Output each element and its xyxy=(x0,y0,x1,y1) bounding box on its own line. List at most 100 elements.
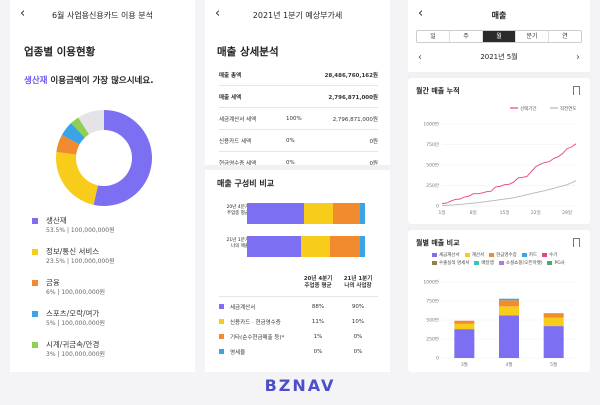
monthly-cumulative-card: 월간 매출 누적 선택기간 직전연도 0 250만 500만 750만 1000만 1일 8일 1… xyxy=(408,78,590,224)
bar-segment xyxy=(454,323,475,330)
legend-swatch xyxy=(32,280,38,286)
bar-segment xyxy=(499,300,519,307)
col-header: 21년 1분기 나의 사업장 xyxy=(343,276,373,289)
legend-entry: 수출실적 명세서 xyxy=(432,260,469,266)
divider xyxy=(219,151,378,152)
tax-row: 매출 세액 2,796,871,000원 xyxy=(219,90,378,103)
tax-label: 매출 세액 xyxy=(219,94,242,101)
legend-value: 6% | 100,000,000원 xyxy=(46,289,106,296)
card-title: 월별 매출 비교 xyxy=(416,239,460,247)
y-tick-label: 750만 xyxy=(426,298,439,305)
legend-value: 53.5% | 100,000,000원 xyxy=(46,227,115,234)
row-swatch xyxy=(219,319,224,324)
table-header: 20년 4분기 주업종 평균 21년 1분기 나의 사업장 xyxy=(219,272,378,294)
legend-swatch xyxy=(32,342,38,348)
donut-slice xyxy=(61,123,85,145)
legend-entry: 수기 xyxy=(542,252,557,258)
x-tick-label: 4월 xyxy=(505,361,512,368)
period-label: 2021년 5월 xyxy=(480,53,518,61)
legend-entry: 배달앱 xyxy=(474,260,494,266)
donut-slice xyxy=(71,117,89,138)
bar-label: 21년 1분기 나의 매출 xyxy=(226,238,249,249)
composition-bar xyxy=(247,236,365,257)
row-value: 0원 xyxy=(369,138,378,145)
sales-summary: 매출 총액 28,486,760,162원 매출 세액 2,796,871,000원… xyxy=(219,68,378,169)
row-label: 세금계산서 xyxy=(230,304,256,311)
divider xyxy=(219,85,378,86)
cell-value: 88% xyxy=(311,303,325,310)
compare-heading: 매출 구성비 비교 xyxy=(217,179,275,188)
brand-logo: BZNAV xyxy=(264,376,336,395)
bar-segment xyxy=(454,329,475,358)
row-value: 0원 xyxy=(369,160,378,167)
legend-item: 시계/귀금속/안경 3% | 100,000,000원 xyxy=(32,339,192,359)
tax-detail-row: 신용카드 세액 0% 0원 xyxy=(219,134,378,147)
series-line xyxy=(441,143,577,204)
bar-segment xyxy=(543,317,564,327)
tab-week[interactable]: 주 xyxy=(450,31,483,42)
table-row: 기타(순수현금매출 등)* 1% 0% xyxy=(219,329,378,344)
page-title: 6월 사업용신용카드 이용 분석 xyxy=(51,10,154,20)
legend-swatch xyxy=(32,311,38,317)
top-bar: ‹ 6월 사업용신용카드 이용 분석 xyxy=(10,0,195,30)
donut-chart xyxy=(56,110,152,206)
row-value: 2,796,871,000원 xyxy=(332,116,378,123)
bar-segment xyxy=(329,236,361,257)
y-tick-label: 500만 xyxy=(426,162,439,169)
page-title: 매출 xyxy=(491,10,507,20)
legend-name: 스포츠/오락/여가 xyxy=(46,309,100,318)
x-tick-label: 3월 xyxy=(461,361,468,368)
tab-year[interactable]: 연 xyxy=(562,33,568,40)
y-tick-label: 0 xyxy=(436,204,439,210)
legend-entry: 세금계산서 xyxy=(432,252,460,258)
y-tick-label: 250만 xyxy=(426,182,439,189)
bar-segment xyxy=(499,298,519,301)
tab-month[interactable]: 월 xyxy=(483,31,516,42)
cell-value: 0% xyxy=(353,348,363,355)
y-tick-label: 0 xyxy=(436,356,439,362)
x-tick-label: 29일 xyxy=(562,209,572,216)
bar-label: 20년 4분기 주업종 평균 xyxy=(226,205,249,216)
summary-accent: 생산재 xyxy=(24,76,48,86)
top-bar: ‹ 매출 xyxy=(408,0,590,30)
bar-segment xyxy=(499,306,519,316)
bookmark-icon[interactable] xyxy=(573,86,580,98)
row-swatch xyxy=(219,349,224,354)
bookmark-icon[interactable] xyxy=(573,238,580,250)
row-pct: 100% xyxy=(286,115,302,122)
bar-chart: 0 250만 500만 750만 1000만 3월 4월 5월 xyxy=(423,279,576,368)
x-tick-label: 15일 xyxy=(500,209,510,216)
chevron-left-icon[interactable]: ‹ xyxy=(418,51,422,63)
x-tick-label: 22일 xyxy=(531,209,541,216)
legend-label: 선택기간 xyxy=(520,105,537,112)
legend-value: 3% | 100,000,000원 xyxy=(46,351,106,358)
total-row: 매출 총액 28,486,760,162원 xyxy=(219,68,378,81)
legend-item: 금융 6% | 100,000,000원 xyxy=(32,277,192,297)
legend-entry: 계산서 xyxy=(464,252,484,258)
donut-slice xyxy=(56,134,80,155)
chevron-left-icon[interactable]: ‹ xyxy=(418,6,424,21)
row-label: 신용카드 세액 xyxy=(219,138,252,145)
tab-quarter[interactable]: 분기 xyxy=(516,31,549,42)
donut-slice xyxy=(56,151,98,205)
chevron-left-icon[interactable]: ‹ xyxy=(20,6,26,21)
legend-entry: 카드 xyxy=(521,252,537,258)
table-row: 세금계산서 88% 90% xyxy=(219,299,378,314)
col-header: 20년 4분기 주업종 평균 xyxy=(303,276,333,289)
chevron-right-icon[interactable]: › xyxy=(576,51,580,63)
card-title: 월간 매출 누적 xyxy=(416,87,460,95)
tab-day[interactable]: 일 xyxy=(417,31,450,42)
screen-sales: ‹ 매출 일 주 월 분기 연 ‹ 2021년 5월 › 월간 매출 누적 선택… xyxy=(408,0,590,372)
legend-name: 금융 xyxy=(46,278,60,287)
top-bar: ‹ 2021년 1분기 예상부가세 xyxy=(205,0,390,30)
bar-segment xyxy=(543,326,564,358)
chevron-left-icon[interactable]: ‹ xyxy=(215,6,221,21)
row-label: 세금계산서 세액 xyxy=(219,116,257,123)
composition-bar xyxy=(247,203,365,224)
summary-rest: 이용금액이 가장 많으시네요. xyxy=(47,76,154,86)
y-tick-label: 500만 xyxy=(426,317,439,324)
table-row: 영세율 0% 0% xyxy=(219,344,378,359)
category-legend: 생산재 53.5% | 100,000,000원 정보/통신 서비스 23.5% |… xyxy=(32,215,192,370)
section-heading: 매출 상세분석 xyxy=(217,46,279,58)
legend-name: 정보/통신 서비스 xyxy=(46,247,100,256)
